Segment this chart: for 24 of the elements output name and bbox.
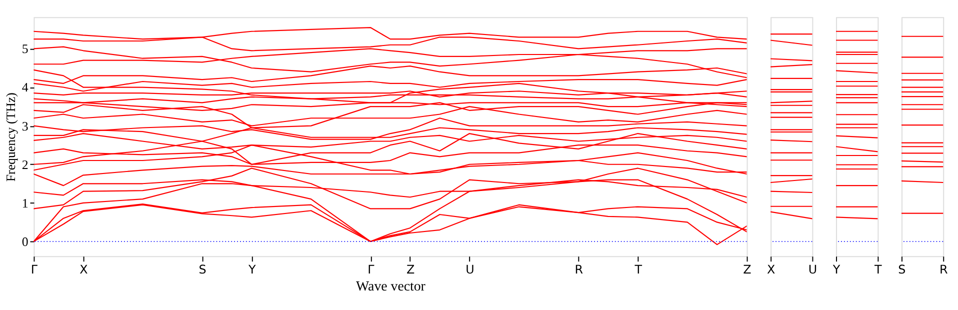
x-tick-label: Y bbox=[247, 262, 256, 276]
x-tick-label: R bbox=[574, 262, 584, 276]
x-tick-label: Z bbox=[406, 262, 415, 276]
x-tick-label: Γ bbox=[368, 262, 375, 276]
x-tick-label: S bbox=[198, 262, 206, 276]
x-tick-label: S bbox=[898, 262, 906, 276]
x-tick-label: X bbox=[766, 262, 776, 276]
y-tick-label: 1 bbox=[22, 196, 28, 210]
x-tick-label: R bbox=[939, 262, 948, 276]
x-tick-label: Z bbox=[743, 262, 752, 276]
x-tick-label: Y bbox=[832, 262, 841, 276]
x-tick-label: T bbox=[634, 262, 643, 276]
x-tick-label: T bbox=[874, 262, 883, 276]
y-axis-title: Frequency (THz) bbox=[4, 92, 18, 182]
x-axis-title: Wave vector bbox=[356, 279, 426, 294]
y-tick-label: 2 bbox=[22, 158, 28, 172]
y-tick-label: 3 bbox=[22, 119, 28, 134]
y-tick-label: 0 bbox=[22, 234, 28, 249]
y-tick-label: 4 bbox=[22, 80, 29, 95]
x-tick-label: U bbox=[466, 262, 474, 276]
x-tick-label: U bbox=[808, 262, 818, 276]
x-tick-label: X bbox=[80, 262, 88, 276]
y-tick-label: 5 bbox=[22, 42, 28, 56]
x-tick-label: Γ bbox=[30, 262, 38, 276]
